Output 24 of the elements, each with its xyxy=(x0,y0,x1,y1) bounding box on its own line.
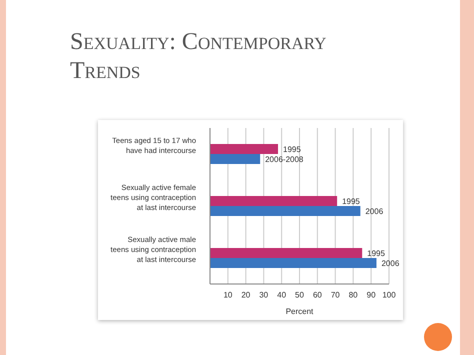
x-tick-label: 20 xyxy=(241,290,251,300)
bar xyxy=(210,196,338,206)
x-tick-label: 70 xyxy=(330,290,340,300)
x-tick-label: 80 xyxy=(348,290,358,300)
bar xyxy=(210,154,260,164)
x-tick-label: 30 xyxy=(259,290,269,300)
chart-title: Sexuality: Contemporary Trends xyxy=(70,28,328,86)
bar xyxy=(210,206,360,216)
annotation: 2006 xyxy=(365,206,384,216)
annotation: 1995 xyxy=(342,196,360,206)
bar xyxy=(210,144,278,154)
x-tick-label: 50 xyxy=(295,290,304,300)
annotation: 2006 xyxy=(381,258,400,268)
x-axis-title: Percent xyxy=(286,307,314,316)
x-tick-label: 90 xyxy=(366,290,376,300)
x-tick-label: 100 xyxy=(382,290,396,300)
x-tick-label: 40 xyxy=(277,290,287,300)
x-tick-label: 60 xyxy=(312,290,322,300)
bar xyxy=(210,258,376,268)
annotation: 2006-2008 xyxy=(265,154,304,164)
bar xyxy=(210,248,362,258)
x-tick-label: 10 xyxy=(223,290,233,300)
annotation: 1995 xyxy=(367,248,386,258)
annotation: 1995 xyxy=(283,144,302,154)
